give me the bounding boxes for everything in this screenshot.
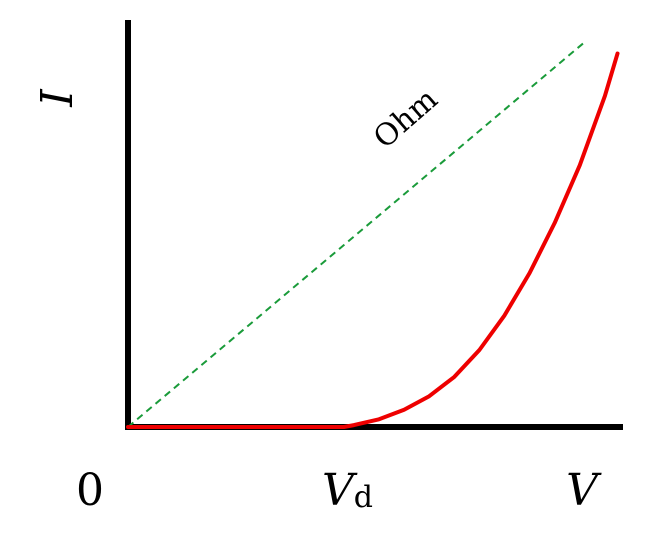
series-layer — [126, 41, 620, 429]
y-axis-label: I — [32, 88, 83, 108]
ohm-line-annotation: Ohm — [367, 82, 445, 156]
threshold-label-main: V — [322, 465, 358, 516]
threshold-tick-label: Vd — [322, 465, 373, 516]
diode-iv-curve — [126, 51, 620, 429]
threshold-label-subscript: d — [354, 480, 373, 515]
origin-label: 0 — [76, 465, 104, 516]
x-axis-label: V — [566, 465, 602, 516]
ohmic-reference-line — [127, 41, 586, 428]
